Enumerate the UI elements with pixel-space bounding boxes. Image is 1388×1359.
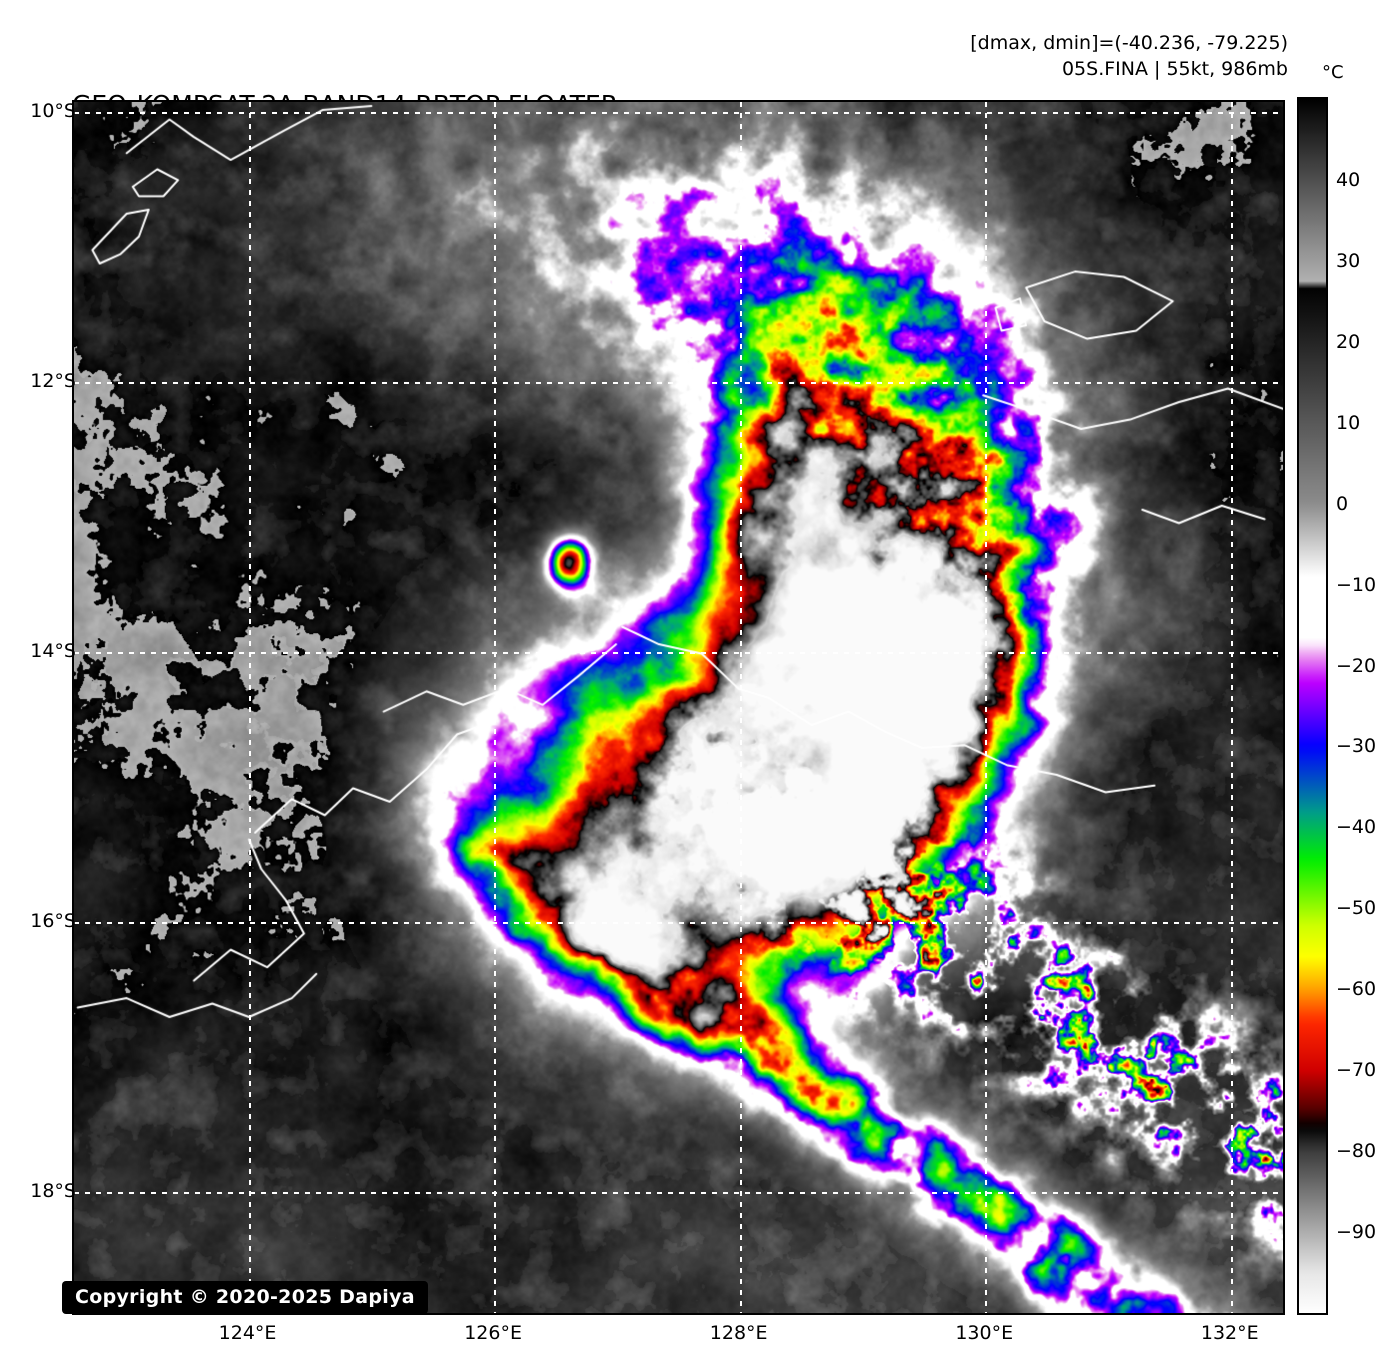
colorbar-units-label: °C bbox=[1322, 62, 1344, 83]
lat-tick-label: 14°S bbox=[30, 639, 76, 662]
lon-tick-label: 124°E bbox=[218, 1322, 277, 1344]
header-info-block: [dmax, dmin]=(-40.236, -79.225) 05S.FINA… bbox=[970, 30, 1288, 82]
colorbar-tick-label: −20 bbox=[1336, 654, 1377, 677]
copyright-badge: Copyright © 2020-2025 Dapiya bbox=[62, 1281, 428, 1314]
lat-tick-label: 16°S bbox=[30, 909, 76, 932]
satellite-image-plot[interactable] bbox=[72, 100, 1285, 1315]
colorbar-gradient bbox=[1299, 99, 1326, 1313]
satellite-imagery-canvas bbox=[74, 102, 1283, 1313]
colorbar-tick-label: −50 bbox=[1336, 897, 1377, 920]
colorbar-tick-label: 0 bbox=[1336, 492, 1349, 515]
lon-tick-label: 130°E bbox=[955, 1322, 1014, 1344]
colorbar-tick-label: −10 bbox=[1336, 573, 1377, 596]
lat-tick-label: 18°S bbox=[30, 1179, 76, 1202]
lat-tick-label: 10°S bbox=[30, 99, 76, 122]
lon-tick-label: 132°E bbox=[1200, 1322, 1259, 1344]
colorbar-tick-label: −40 bbox=[1336, 816, 1377, 839]
lon-tick-label: 126°E bbox=[464, 1322, 522, 1344]
colorbar-tick-label: −80 bbox=[1336, 1140, 1377, 1163]
lon-tick-label: 128°E bbox=[709, 1322, 768, 1344]
storm-info-readout: 05S.FINA | 55kt, 986mb bbox=[1061, 58, 1288, 80]
colorbar-tick-label: 10 bbox=[1336, 411, 1361, 434]
colorbar-tick-label: 40 bbox=[1336, 168, 1361, 191]
colorbar-tick-label: −30 bbox=[1336, 735, 1377, 758]
colorbar-tick-label: −70 bbox=[1336, 1059, 1377, 1082]
colorbar-tick-label: −90 bbox=[1336, 1221, 1377, 1244]
colorbar[interactable] bbox=[1297, 97, 1328, 1315]
colorbar-tick-label: 30 bbox=[1336, 249, 1361, 272]
colorbar-tick-label: 20 bbox=[1336, 330, 1361, 353]
lat-tick-label: 12°S bbox=[30, 369, 76, 392]
dmax-dmin-readout: [dmax, dmin]=(-40.236, -79.225) bbox=[970, 32, 1288, 54]
colorbar-tick-label: −60 bbox=[1336, 978, 1377, 1001]
